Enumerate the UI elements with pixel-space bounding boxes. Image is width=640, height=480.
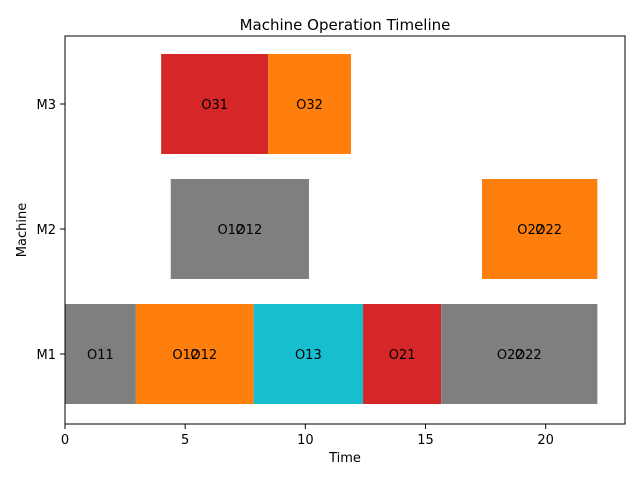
y-tick-label: M3 — [37, 98, 57, 113]
bar-m1-0 — [65, 304, 136, 404]
bars-layer — [65, 54, 598, 404]
y-tick-label: M1 — [37, 348, 57, 363]
bar-label: O22 — [535, 223, 562, 238]
bar-m1-3 — [363, 304, 442, 404]
bar-label: O21 — [389, 348, 416, 363]
x-tick-label: 10 — [297, 433, 314, 448]
bar-m2-6 — [481, 179, 598, 279]
bar-label: O12 — [235, 223, 262, 238]
bar-label: O12 — [172, 348, 199, 363]
bar-m3-7 — [161, 54, 269, 154]
bar-label: O32 — [296, 98, 323, 113]
bar-label: O12 — [217, 223, 244, 238]
bar-m3-8 — [268, 54, 352, 154]
x-tick-label: 0 — [61, 433, 69, 448]
x-tick-label: 5 — [181, 433, 189, 448]
chart-title: Machine Operation Timeline — [240, 16, 451, 34]
bar-label: O22 — [517, 223, 544, 238]
bar-label: O31 — [201, 98, 228, 113]
y-axis-ticks: M1 M2 M3 — [37, 98, 65, 363]
bar-m1-2 — [253, 304, 364, 404]
bar-m2-5 — [170, 179, 309, 279]
bar-m1-1 — [135, 304, 254, 404]
y-axis-label: Machine — [15, 203, 30, 257]
x-tick-label: 15 — [417, 433, 434, 448]
plot-frame — [64, 35, 626, 425]
bar-label: O13 — [295, 348, 322, 363]
x-axis-label: Time — [328, 451, 361, 466]
x-axis-ticks: 0 5 10 15 20 — [61, 424, 554, 448]
bar-label: O22 — [515, 348, 542, 363]
bar-label: O11 — [87, 348, 114, 363]
bar-label: O22 — [497, 348, 524, 363]
bar-m1-4 — [441, 304, 598, 404]
y-tick-label: M2 — [37, 223, 57, 238]
bar-label: O12 — [190, 348, 217, 363]
x-tick-label: 20 — [537, 433, 554, 448]
